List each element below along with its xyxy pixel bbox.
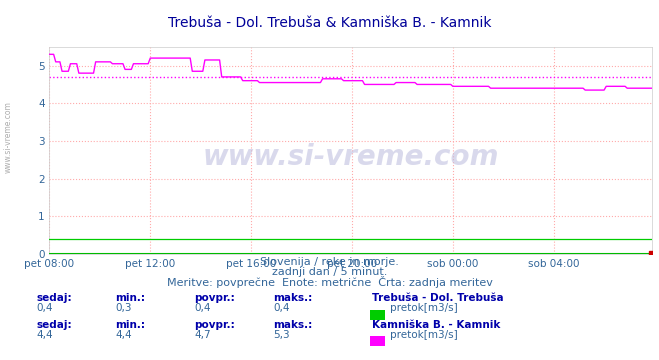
Text: 4,4: 4,4	[115, 330, 132, 341]
Text: min.:: min.:	[115, 293, 146, 303]
Text: maks.:: maks.:	[273, 320, 313, 330]
Text: povpr.:: povpr.:	[194, 320, 235, 330]
Text: pretok[m3/s]: pretok[m3/s]	[390, 330, 458, 341]
Text: Kamniška B. - Kamnik: Kamniška B. - Kamnik	[372, 320, 501, 330]
Text: Meritve: povprečne  Enote: metrične  Črta: zadnja meritev: Meritve: povprečne Enote: metrične Črta:…	[167, 276, 492, 288]
Text: Trebuša - Dol. Trebuša & Kamniška B. - Kamnik: Trebuša - Dol. Trebuša & Kamniška B. - K…	[168, 16, 491, 30]
Text: www.si-vreme.com: www.si-vreme.com	[3, 101, 13, 173]
Text: 0,4: 0,4	[194, 303, 211, 314]
Text: min.:: min.:	[115, 320, 146, 330]
Text: povpr.:: povpr.:	[194, 293, 235, 303]
Text: 4,4: 4,4	[36, 330, 53, 341]
Text: sedaj:: sedaj:	[36, 293, 72, 303]
Text: 0,4: 0,4	[36, 303, 53, 314]
Text: Slovenija / reke in morje.: Slovenija / reke in morje.	[260, 257, 399, 267]
Text: 0,4: 0,4	[273, 303, 290, 314]
Text: 0,3: 0,3	[115, 303, 132, 314]
Text: www.si-vreme.com: www.si-vreme.com	[203, 143, 499, 171]
Text: Trebuša - Dol. Trebuša: Trebuša - Dol. Trebuša	[372, 293, 504, 303]
Text: 5,3: 5,3	[273, 330, 290, 341]
Text: sedaj:: sedaj:	[36, 320, 72, 330]
Text: zadnji dan / 5 minut.: zadnji dan / 5 minut.	[272, 267, 387, 278]
Text: 4,7: 4,7	[194, 330, 211, 341]
Text: maks.:: maks.:	[273, 293, 313, 303]
Text: pretok[m3/s]: pretok[m3/s]	[390, 303, 458, 314]
